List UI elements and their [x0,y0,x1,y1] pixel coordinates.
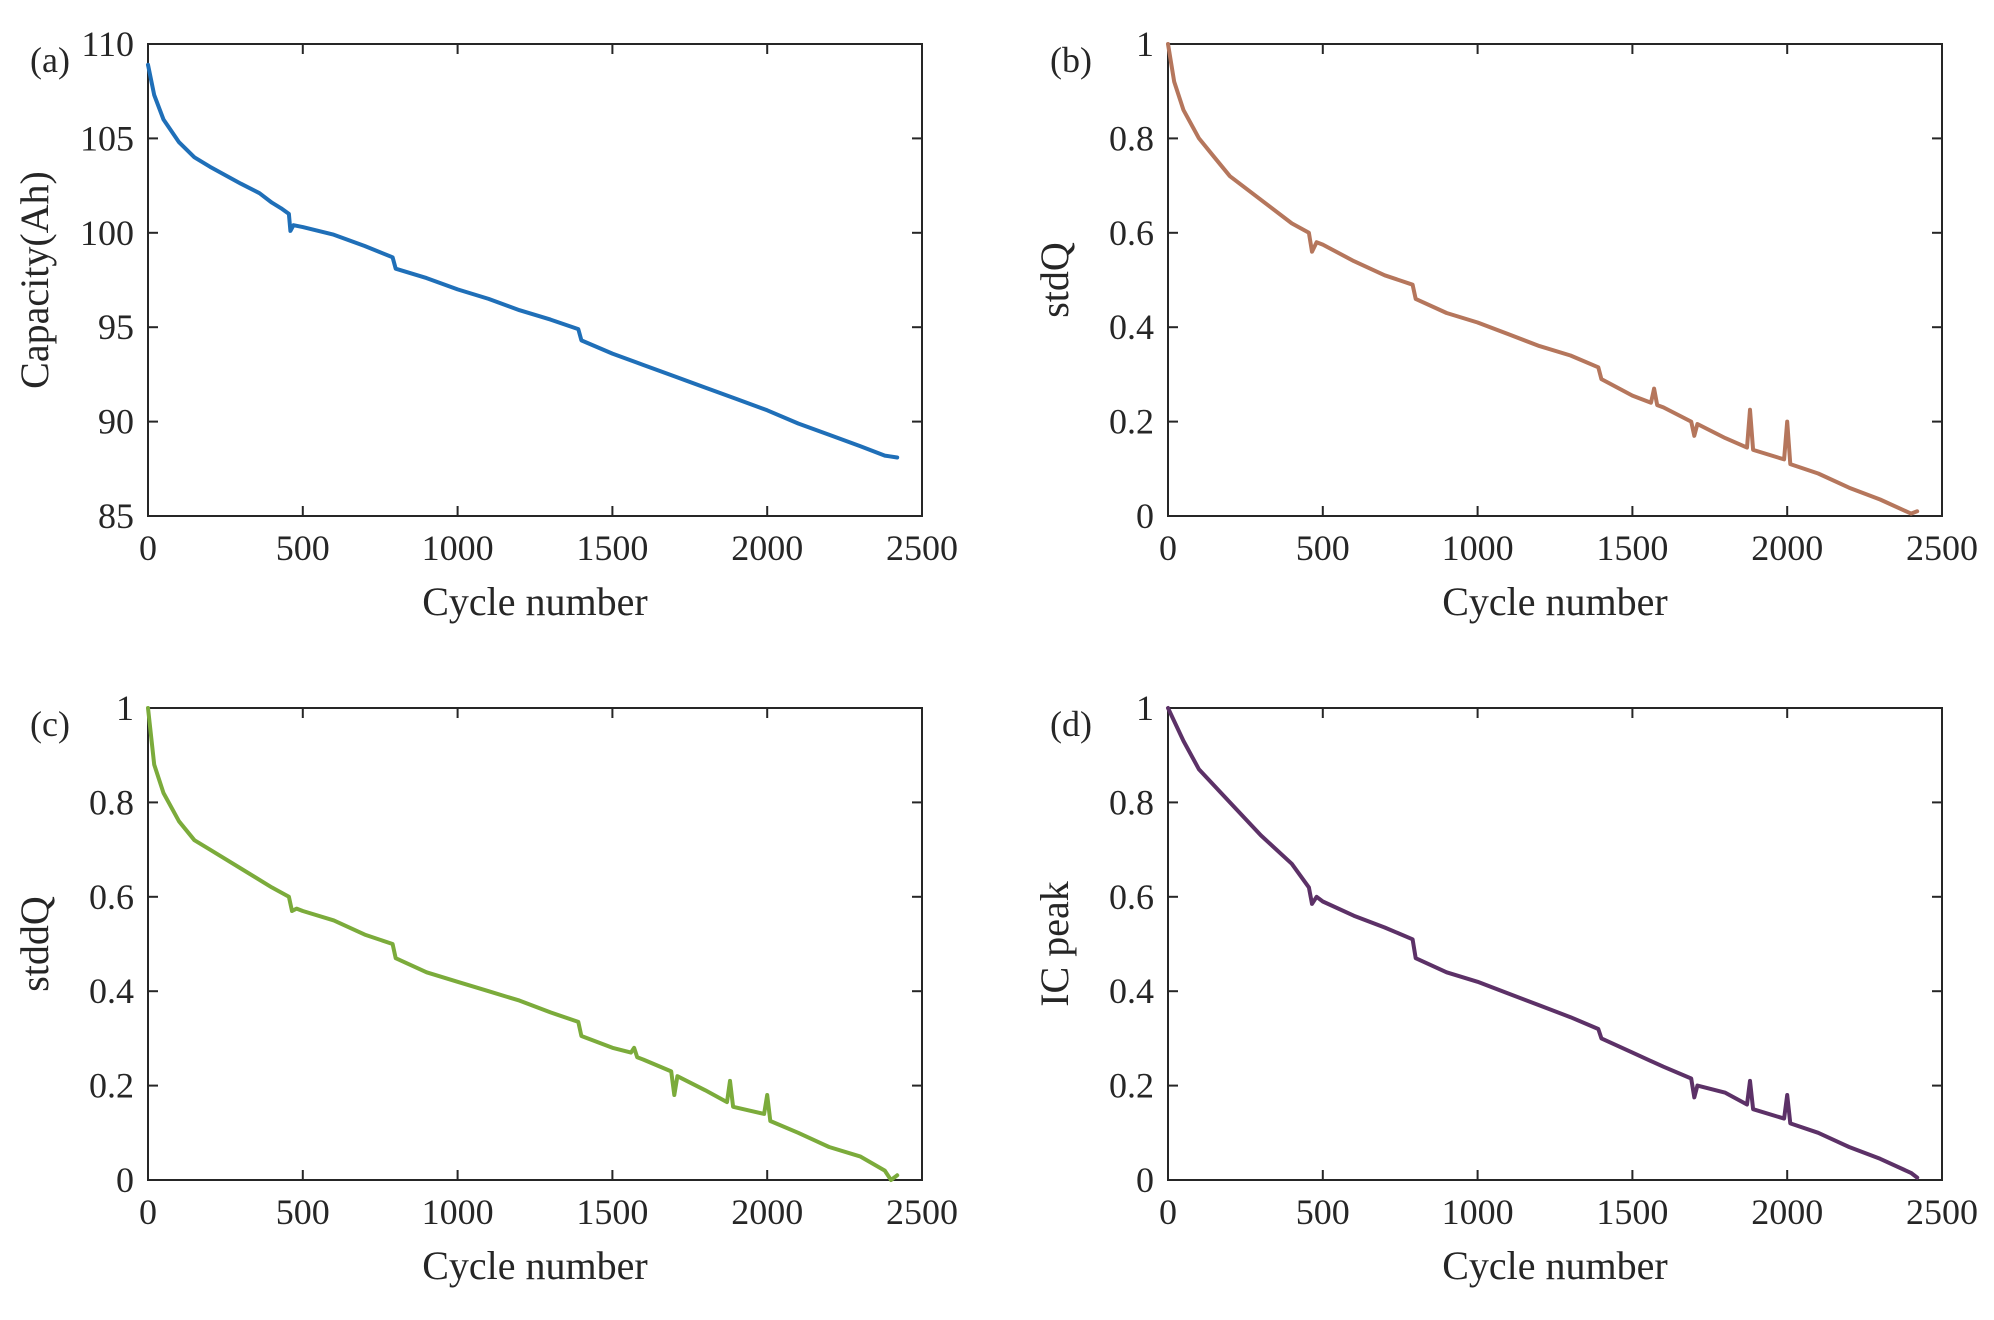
y-axis-title: Capacity(Ah) [12,171,57,389]
series-line-capacity [146,62,900,460]
x-tick-label: 2500 [1906,1192,1978,1232]
x-tick-label: 500 [1296,1192,1350,1232]
panel-letter: (d) [1050,704,1092,744]
axes-box [147,707,923,1181]
series-line-stddq [146,706,900,1182]
x-tick-label: 1000 [422,528,494,568]
axes-box [147,43,923,517]
y-axis-title: stddQ [12,896,57,992]
y-tick-label: 0.6 [1109,213,1154,253]
x-tick-label: 1000 [1442,528,1514,568]
y-tick-label: 0.2 [1109,402,1154,442]
x-tick-label: 2500 [886,1192,958,1232]
y-axis-title: IC peak [1032,881,1077,1007]
y-tick-label: 0.8 [89,782,134,822]
axes-box [1167,707,1943,1181]
x-axis-title: Cycle number [1442,579,1668,624]
y-tick-label: 0.8 [1109,782,1154,822]
y-tick-label: 1 [1136,24,1154,64]
y-tick-label: 90 [98,402,134,442]
y-tick-label: 0.4 [1109,307,1154,347]
y-tick-label: 0.6 [1109,877,1154,917]
panel-d: 0 500 1000 1500 2000 2500 0 0.2 0.4 0.6 0.8 1 Cycle … [1032,688,1978,1288]
x-tick-label: 1000 [1442,1192,1514,1232]
x-axis-title: Cycle number [422,1243,648,1288]
x-tick-label: 2500 [886,528,958,568]
x-tick-label: 500 [276,528,330,568]
x-tick-label: 0 [1159,1192,1177,1232]
x-tick-label: 1000 [422,1192,494,1232]
x-tick-label: 0 [139,528,157,568]
x-tick-label: 1500 [1596,1192,1668,1232]
x-tick-label: 500 [276,1192,330,1232]
x-axis-title: Cycle number [1442,1243,1668,1288]
y-tick-label: 0 [1136,496,1154,536]
y-tick-label: 110 [81,24,134,64]
x-tick-label: 0 [1159,528,1177,568]
panel-letter: (c) [30,704,70,744]
y-tick-label: 0.2 [1109,1066,1154,1106]
y-tick-label: 1 [116,688,134,728]
y-tick-label: 0.4 [89,971,134,1011]
x-tick-label: 1500 [576,528,648,568]
panel-a: 0 500 1000 1500 2000 2500 85 90 95 100 105 110 Cycle… [12,24,958,624]
x-tick-label: 1500 [576,1192,648,1232]
y-tick-label: 0 [1136,1160,1154,1200]
y-tick-label: 0.2 [89,1066,134,1106]
y-tick-label: 1 [1136,688,1154,728]
y-tick-label: 0.4 [1109,971,1154,1011]
x-tick-label: 2000 [1751,528,1823,568]
x-tick-label: 2000 [731,528,803,568]
y-tick-label: 95 [98,307,134,347]
series-line-ic-peak [1166,706,1920,1180]
y-tick-label: 85 [98,496,134,536]
x-tick-label: 2000 [731,1192,803,1232]
y-tick-label: 100 [80,213,134,253]
x-tick-label: 2500 [1906,528,1978,568]
x-tick-label: 2000 [1751,1192,1823,1232]
y-tick-label: 0.6 [89,877,134,917]
x-tick-label: 1500 [1596,528,1668,568]
y-tick-label: 0 [116,1160,134,1200]
panel-letter: (a) [30,40,70,80]
series-line-stdq [1166,42,1920,516]
panel-letter: (b) [1050,40,1092,80]
x-tick-label: 0 [139,1192,157,1232]
panel-b: 0 500 1000 1500 2000 2500 0 0.2 0.4 0.6 0.8 1 Cycle … [1032,24,1978,624]
axes-box [1167,43,1943,517]
x-axis-title: Cycle number [422,579,648,624]
y-axis-title: stdQ [1032,242,1077,318]
x-tick-label: 500 [1296,528,1350,568]
y-tick-label: 0.8 [1109,118,1154,158]
y-tick-label: 105 [80,118,134,158]
panel-c: 0 500 1000 1500 2000 2500 0 0.2 0.4 0.6 0.8 1 Cycle … [12,688,958,1288]
